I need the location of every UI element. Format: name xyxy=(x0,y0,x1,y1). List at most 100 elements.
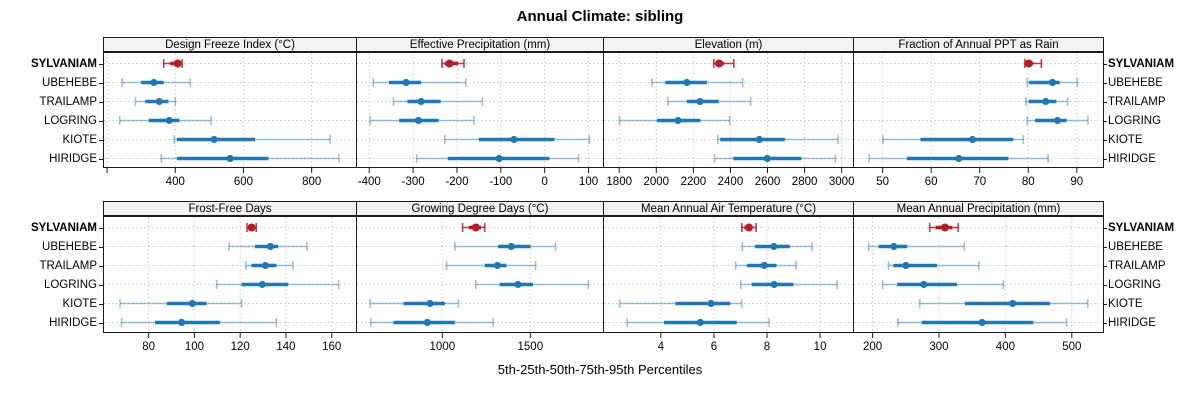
series-ubehebe xyxy=(1026,78,1079,87)
panel-strip: Mean Annual Precipitation (mm) xyxy=(853,201,1104,216)
median-dot xyxy=(920,280,928,289)
axis-tick-label: 300 xyxy=(929,341,948,353)
series-logring xyxy=(739,280,838,289)
panel-strip: Effective Precipitation (mm) xyxy=(356,37,604,52)
series-hiridge xyxy=(160,154,340,163)
median-dot xyxy=(493,261,502,270)
axis-tick-label: 8 xyxy=(764,341,770,353)
x-axis: -400 -300 -200 -100 0 100 xyxy=(358,168,598,188)
station-label-right: SYLVANIAM xyxy=(1108,57,1175,70)
y-axis-tick-right xyxy=(1103,227,1107,229)
series-kiote xyxy=(173,135,331,144)
station-label-left: LOGRING xyxy=(43,114,97,127)
station-label-right: KIOTE xyxy=(1108,297,1143,310)
series-sylvaniam xyxy=(928,223,960,232)
station-label-right: HIRIDGE xyxy=(1108,152,1156,165)
median-dot xyxy=(760,261,768,270)
series-kiote xyxy=(119,299,243,308)
median-dot xyxy=(507,242,515,251)
series-kiote xyxy=(717,135,839,144)
series-trailamp xyxy=(392,97,484,106)
series-ubehebe xyxy=(867,242,966,251)
axis-tick-label: 80 xyxy=(1022,176,1035,188)
median-dot xyxy=(890,242,898,251)
panel-strip-label: Mean Annual Precipitation (mm) xyxy=(896,202,1061,215)
series-logring xyxy=(618,116,731,125)
median-dot xyxy=(770,280,778,289)
axis-tick-label: 0 xyxy=(541,176,547,188)
median-dot xyxy=(1009,299,1017,308)
panel xyxy=(356,52,604,168)
series-ubehebe xyxy=(372,78,467,87)
panel xyxy=(603,52,854,168)
median-dot xyxy=(426,299,434,308)
station-label-left: UBEHEBE xyxy=(42,240,97,253)
station-label-right: TRAILAMP xyxy=(1108,259,1166,272)
series-kiote xyxy=(443,135,591,144)
series-logring xyxy=(474,280,590,289)
y-axis-tick-left xyxy=(99,139,103,141)
station-label-right: TRAILAMP xyxy=(1108,95,1166,108)
axis-tick-label: 120 xyxy=(231,341,250,353)
series-sylvaniam xyxy=(246,223,258,232)
panel-strip: Growing Degree Days (°C) xyxy=(356,201,604,216)
station-label-left: HIRIDGE xyxy=(49,152,97,165)
axis-tick-label: 140 xyxy=(276,341,295,353)
y-axis-tick-right xyxy=(1103,322,1107,324)
series-logring xyxy=(369,116,475,125)
station-label-right: LOGRING xyxy=(1108,114,1162,127)
station-label-left: TRAILAMP xyxy=(39,259,97,272)
station-label-left: SYLVANIAM xyxy=(30,221,97,234)
series-trailamp xyxy=(445,261,537,270)
median-dot xyxy=(1053,116,1061,125)
x-axis: 1000 1500 xyxy=(430,333,543,353)
y-axis-tick-left xyxy=(99,246,103,248)
series-sylvaniam xyxy=(162,59,183,68)
y-axis-tick-right xyxy=(1103,158,1107,160)
panel-strip-label: Fraction of Annual PPT as Rain xyxy=(898,38,1059,51)
median-dot xyxy=(150,78,158,87)
y-axis-tick-left xyxy=(99,101,103,103)
axis-tick-label: 2800 xyxy=(792,176,818,188)
y-axis-tick-left xyxy=(99,265,103,267)
station-label-right: SYLVANIAM xyxy=(1108,221,1175,234)
axis-tick-label: 400 xyxy=(996,341,1015,353)
median-dot xyxy=(417,97,425,106)
axis-tick-label: 60 xyxy=(925,176,938,188)
axis-tick-label: 600 xyxy=(234,176,253,188)
y-axis-tick-right xyxy=(1103,63,1107,65)
median-dot xyxy=(210,135,218,144)
series-ubehebe xyxy=(454,242,557,251)
x-axis: 80 100 120 140 160 xyxy=(142,333,341,353)
y-axis-tick-left xyxy=(99,322,103,324)
axis-tick-label: 4 xyxy=(658,341,665,353)
station-label-left: KIOTE xyxy=(62,297,97,310)
series-trailamp xyxy=(1025,97,1069,106)
median-dot xyxy=(261,261,269,270)
median-dot xyxy=(471,223,480,232)
station-label-right: UBEHEBE xyxy=(1108,76,1163,89)
y-axis-tick-left xyxy=(99,158,103,160)
series-kiote xyxy=(618,299,743,308)
panel xyxy=(603,216,854,333)
panel-canvas xyxy=(104,217,356,332)
panel-strip: Elevation (m) xyxy=(603,37,854,52)
median-dot xyxy=(155,97,163,106)
series-sylvaniam xyxy=(441,59,465,68)
series-trailamp xyxy=(667,97,752,106)
station-label-right: HIRIDGE xyxy=(1108,316,1156,329)
axis-tick-label: 160 xyxy=(322,341,341,353)
panel-strip: Fraction of Annual PPT as Rain xyxy=(853,37,1104,52)
x-axis: 4 6 8 10 xyxy=(658,333,826,353)
axis-tick-label: -400 xyxy=(358,176,381,188)
median-dot xyxy=(674,116,682,125)
x-axis: 1800 2000 2200 2400 2600 2800 3000 xyxy=(606,168,854,188)
station-label-right: UBEHEBE xyxy=(1108,240,1163,253)
y-axis-tick-left xyxy=(99,82,103,84)
series-trailamp xyxy=(887,261,980,270)
panel xyxy=(853,52,1104,168)
panel xyxy=(853,216,1104,333)
median-dot xyxy=(940,223,949,232)
axis-tick-label: 400 xyxy=(166,176,185,188)
